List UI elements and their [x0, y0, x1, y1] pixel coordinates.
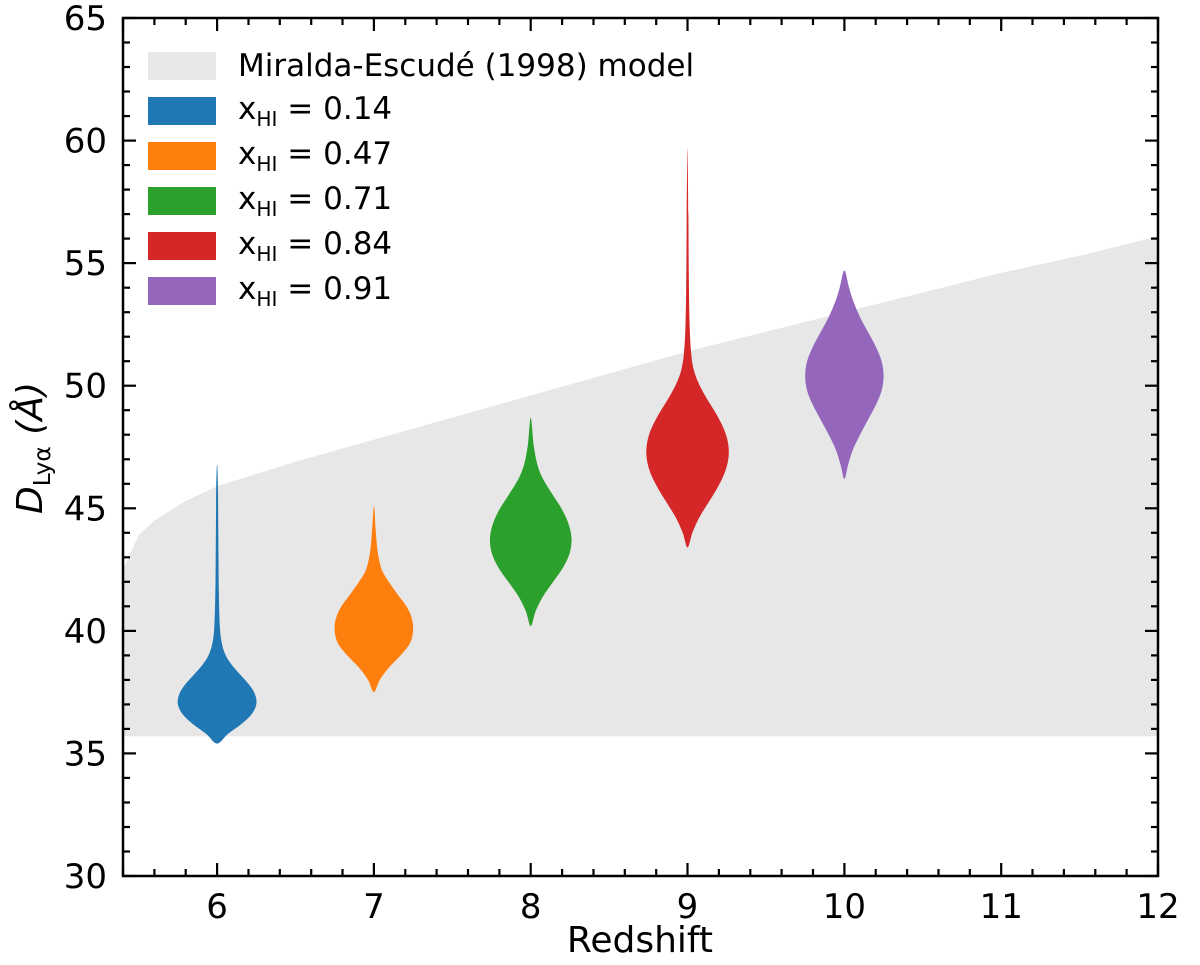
legend-label-xhi-091: xHI = 0.91 [238, 270, 393, 312]
plot-frame [121, 16, 1160, 878]
legend-item-xhi-071: xHI = 0.71 [148, 181, 694, 221]
legend: Miralda-Escudé (1998) model xHI = 0.14 x… [148, 48, 694, 322]
x-tick-label: 11 [980, 887, 1023, 927]
legend-swatch-xhi-014 [148, 97, 216, 125]
y-tick-label: 50 [64, 367, 107, 407]
x-tick-label: 10 [823, 887, 866, 927]
y-tick-label: 45 [64, 489, 107, 529]
legend-swatch-xhi-071 [148, 187, 216, 215]
x-tick-label: 8 [520, 887, 542, 927]
y-tick-label: 55 [64, 244, 107, 284]
y-tick-label: 60 [64, 122, 107, 162]
y-tick-label: 35 [64, 734, 107, 774]
y-tick-label: 65 [64, 0, 107, 39]
legend-item-xhi-014: xHI = 0.14 [148, 91, 694, 131]
legend-label-model: Miralda-Escudé (1998) model [238, 48, 695, 84]
y-axis-label: DLyα (Å) [10, 381, 57, 515]
x-tick-label: 9 [677, 887, 699, 927]
violin-z10 [805, 270, 884, 479]
x-tick-label: 12 [1136, 887, 1179, 927]
violin-z8 [489, 417, 572, 626]
violin-z6 [177, 464, 257, 744]
x-tick-label: 6 [206, 887, 228, 927]
legend-swatch-xhi-091 [148, 277, 216, 305]
legend-item-model: Miralda-Escudé (1998) model [148, 48, 694, 84]
legend-item-xhi-091: xHI = 0.91 [148, 271, 694, 311]
y-tick-label: 40 [64, 612, 107, 652]
legend-item-xhi-084: xHI = 0.84 [148, 226, 694, 266]
legend-label-xhi-084: xHI = 0.84 [238, 225, 393, 267]
legend-label-xhi-047: xHI = 0.47 [238, 135, 393, 177]
x-tick-label: 7 [363, 887, 385, 927]
legend-item-xhi-047: xHI = 0.47 [148, 136, 694, 176]
legend-swatch-xhi-047 [148, 142, 216, 170]
legend-label-xhi-014: xHI = 0.14 [238, 90, 393, 132]
tick-labels: 6 7 8 9 10 11 12 30 35 40 45 50 55 60 65 [64, 0, 1180, 927]
y-tick-label: 30 [64, 857, 107, 897]
legend-swatch-xhi-084 [148, 232, 216, 260]
legend-swatch-model [148, 52, 216, 80]
violin-z9 [646, 147, 729, 548]
legend-label-xhi-071: xHI = 0.71 [238, 180, 393, 222]
violin-z7 [334, 505, 414, 693]
x-axis-label: Redshift [566, 920, 714, 961]
